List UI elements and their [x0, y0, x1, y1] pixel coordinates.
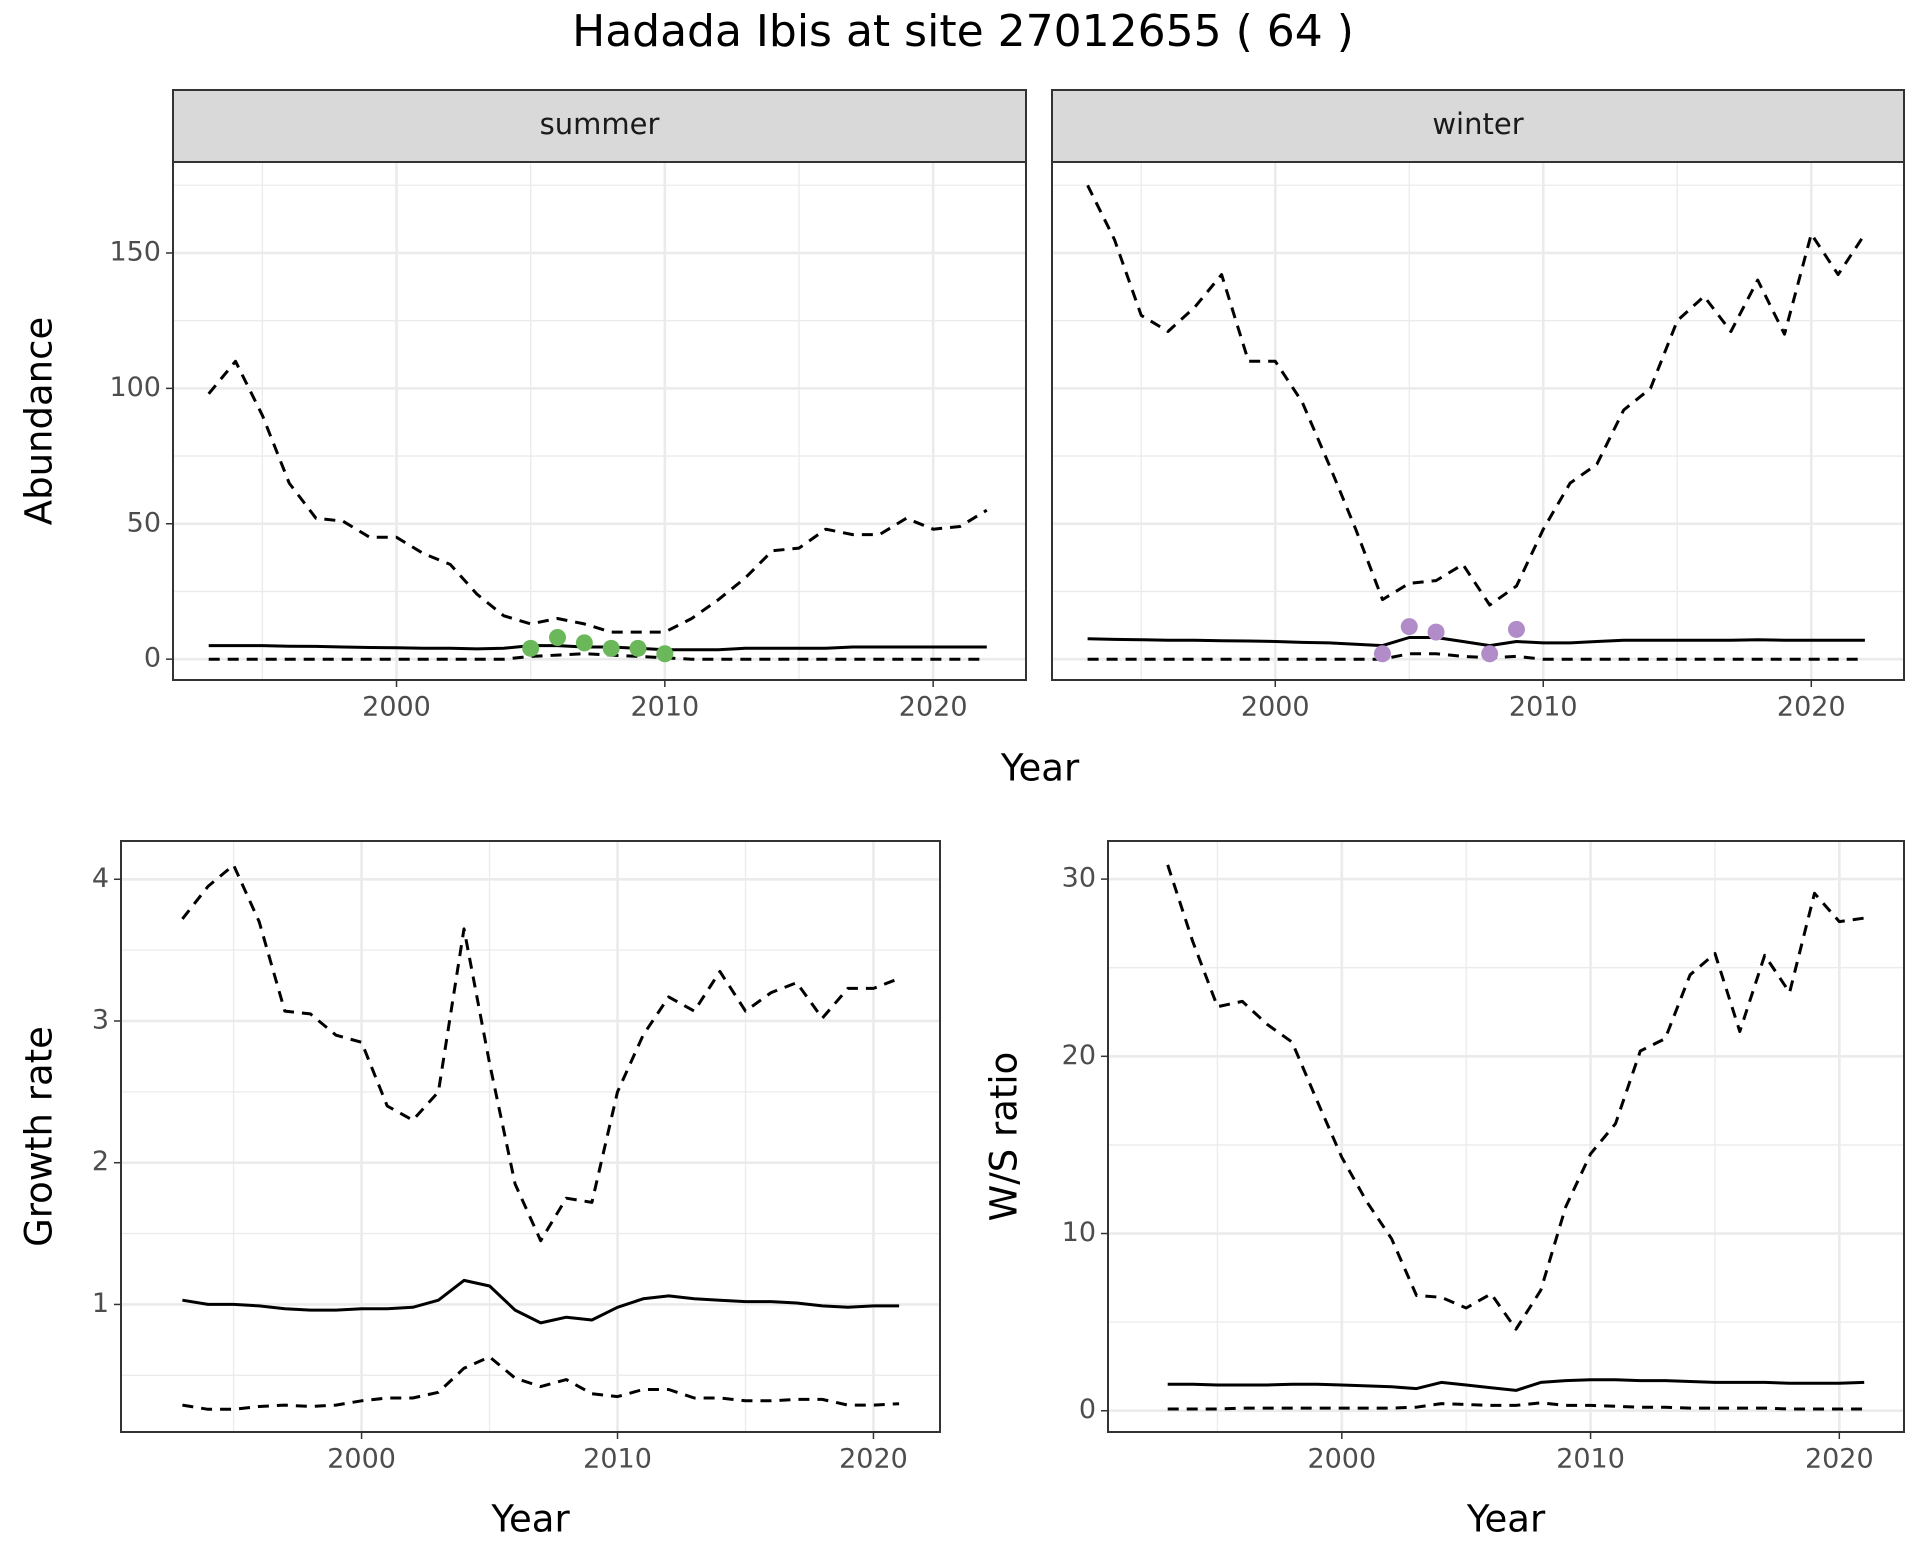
- data-point: [656, 645, 674, 663]
- y-tick-label: 0: [144, 643, 161, 674]
- x-tick-label: 2010: [630, 692, 699, 723]
- facet-label: winter: [1432, 107, 1523, 141]
- data-point: [1373, 645, 1391, 663]
- x-tick-label: 2000: [1307, 1444, 1376, 1475]
- y-tick-label: 30: [1062, 863, 1096, 894]
- solid-line: [182, 1278, 900, 1325]
- y-tick-label: 10: [1062, 1217, 1096, 1248]
- dashed-line: [1167, 1401, 1865, 1411]
- y-tick-label: 4: [92, 863, 109, 894]
- data-point: [549, 628, 567, 646]
- x-tick-label: 2000: [362, 692, 431, 723]
- x-tick-label: 2010: [1509, 692, 1578, 723]
- y-tick-label: 50: [127, 507, 161, 538]
- data-point: [602, 639, 620, 657]
- y-tick-label: 2: [92, 1146, 109, 1177]
- x-tick-label: 2000: [1241, 692, 1310, 723]
- solid-line: [208, 644, 987, 652]
- x-axis-title: Year: [1466, 1498, 1546, 1541]
- x-tick-label: 2020: [839, 1444, 908, 1475]
- dashed-line: [1086, 184, 1867, 607]
- dashed-line: [207, 359, 988, 634]
- y-tick-label: 100: [109, 372, 161, 403]
- facet-strip: [172, 89, 1027, 163]
- y-axis-title: Abundance: [18, 317, 61, 525]
- x-tick-label: 2010: [583, 1444, 652, 1475]
- dashed-line: [1166, 864, 1865, 1331]
- figure-title: Hadada Ibis at site 27012655 ( 64 ): [572, 6, 1354, 57]
- data-point: [629, 639, 647, 657]
- data-point: [1400, 618, 1418, 636]
- y-tick-label: 20: [1062, 1040, 1096, 1071]
- x-tick-label: 2000: [327, 1444, 396, 1475]
- dashed-line: [181, 863, 900, 1243]
- y-tick-label: 150: [109, 236, 161, 267]
- x-tick-label: 2020: [1777, 692, 1846, 723]
- dashed-line: [182, 1355, 900, 1411]
- data-point: [1507, 620, 1525, 638]
- x-axis-title: Year: [1000, 747, 1080, 790]
- data-point: [1427, 623, 1445, 641]
- data-point: [522, 639, 540, 657]
- dashed-line: [208, 652, 987, 661]
- y-axis-title: Growth rate: [18, 1026, 61, 1247]
- x-tick-label: 2020: [899, 692, 968, 723]
- panel-border: [120, 840, 941, 1433]
- solid-line: [1167, 1378, 1865, 1392]
- panel-border: [172, 161, 1027, 681]
- y-axis-title: W/S ratio: [983, 1052, 1026, 1222]
- solid-line: [1087, 636, 1865, 648]
- facet-strip: [1051, 89, 1905, 163]
- data-point: [575, 634, 593, 652]
- panel-border: [1107, 840, 1905, 1433]
- y-tick-label: 3: [92, 1004, 109, 1035]
- panel-border: [1051, 161, 1905, 681]
- y-tick-label: 1: [92, 1288, 109, 1319]
- facet-label: summer: [540, 107, 660, 141]
- dashed-line: [1087, 652, 1865, 661]
- data-point: [1481, 645, 1499, 663]
- x-tick-label: 2020: [1805, 1444, 1874, 1475]
- y-tick-label: 0: [1079, 1394, 1096, 1425]
- x-tick-label: 2010: [1556, 1444, 1625, 1475]
- x-axis-title: Year: [490, 1498, 570, 1541]
